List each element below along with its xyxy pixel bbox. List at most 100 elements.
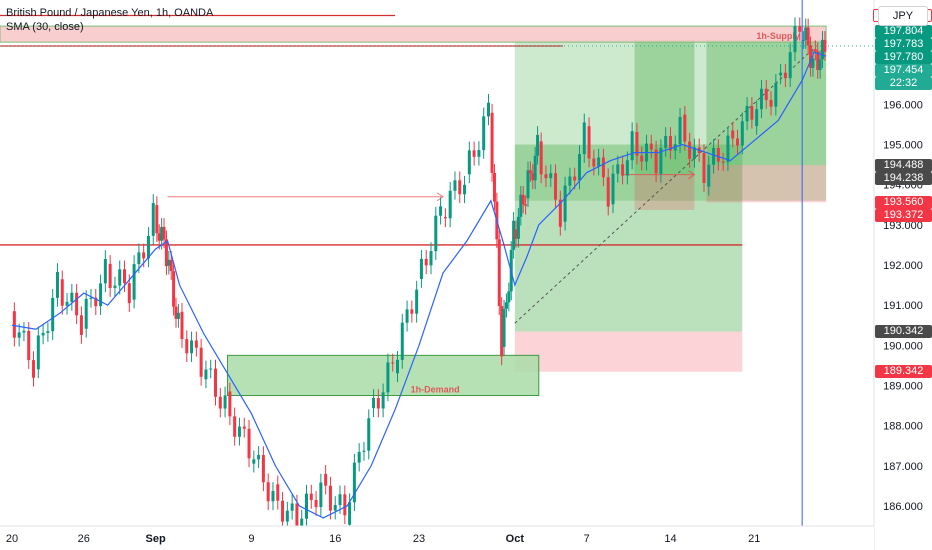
arrow-head-1 [688,170,696,180]
candle-body [190,340,194,354]
candle-body [524,204,528,206]
candle-body [740,121,744,146]
zone-label-0: 1h-Supply [756,31,800,41]
candle-body [804,27,808,40]
candle-body [127,283,131,304]
candle-body [512,220,516,250]
candle-body [759,88,763,110]
x-tick-label: 21 [748,533,760,545]
candle-body [271,490,275,502]
candle-body [587,126,591,159]
candle-body [41,332,45,336]
candle-body [439,206,443,216]
y-tick-label: 188.000 [883,421,923,433]
x-tick-label: 14 [664,533,676,545]
candle-body [304,493,308,519]
candle-body [467,150,471,175]
position-profit-zone-2 [634,40,695,176]
candle-body [502,308,506,347]
candle-body [132,264,136,300]
candle-body [764,88,768,100]
candle-body [266,482,270,502]
price-label: 22:32 [875,77,932,91]
candle-body [167,259,171,266]
candle-body [228,391,232,417]
y-tick-label: 196.000 [883,99,923,111]
candle-body [146,235,150,259]
price-axis-background [874,0,932,550]
candle-body [635,131,639,156]
trendline-dashed [514,47,815,324]
candle-body [755,109,759,127]
candle-body [521,194,525,205]
candle-body [405,309,409,323]
candle-body [174,306,178,319]
candle-body [348,502,352,525]
candle-body [750,105,754,120]
candle-body [731,130,735,139]
candle-body [528,170,532,174]
candle-body [103,259,107,284]
candle-body [333,505,337,511]
price-label: 194.488 [875,158,932,172]
candle-body [507,291,511,303]
candle-body [472,150,476,157]
y-tick-label: 192.000 [883,260,923,272]
candle-body [99,283,103,307]
price-label: 197.804 [875,25,932,39]
symbol-title[interactable]: British Pound / Japanese Yen, 1h, OANDA [6,7,214,19]
candle-body [601,157,605,178]
candle-body [649,143,653,150]
candle-body [526,170,530,199]
candle-body [514,229,518,239]
candle-body [533,155,537,181]
candle-body [169,259,173,272]
candle-body [463,184,467,195]
candle-body [79,315,83,335]
candle-body [606,177,610,207]
candle-body [818,59,822,70]
candle-body [338,494,342,506]
candle-body [458,180,462,195]
candle-body [568,176,572,186]
candle-body [678,116,682,145]
candle-body [801,39,805,41]
position-loss-zone-3 [706,165,827,203]
candle-body [233,416,237,437]
candle-body [176,312,180,319]
candle-body [70,292,74,302]
candle-body [659,148,663,174]
candle-body [573,176,577,181]
candle-body [237,426,241,437]
candle-body [247,428,251,459]
candle-body [324,473,328,486]
candle-body [702,153,706,184]
candle-body [821,39,825,60]
candle-body [531,173,535,181]
y-tick-label: 189.000 [883,380,923,392]
indicator-label[interactable]: SMA (30, close) [6,21,84,33]
candle-body [692,147,696,159]
candle-body [276,484,280,501]
candle-body [22,330,26,333]
candle-body [27,330,31,361]
zone-box-0 [0,25,827,43]
candle-body [668,136,672,151]
candle-body [640,155,644,162]
candle-body [257,455,261,460]
candle-body [386,362,390,393]
candle-body [309,493,313,500]
candle-body [290,503,294,511]
currency-button[interactable]: JPY [878,6,928,26]
candle-body [395,359,399,374]
price-label: 193.372 [875,208,932,222]
candle-body [391,362,395,364]
candle-body [65,301,69,306]
candle-body [84,298,88,329]
candle-body [295,503,299,528]
candle-body [783,72,787,79]
candle-body [89,297,93,299]
candle-body [654,149,658,174]
candle-body [630,131,634,161]
